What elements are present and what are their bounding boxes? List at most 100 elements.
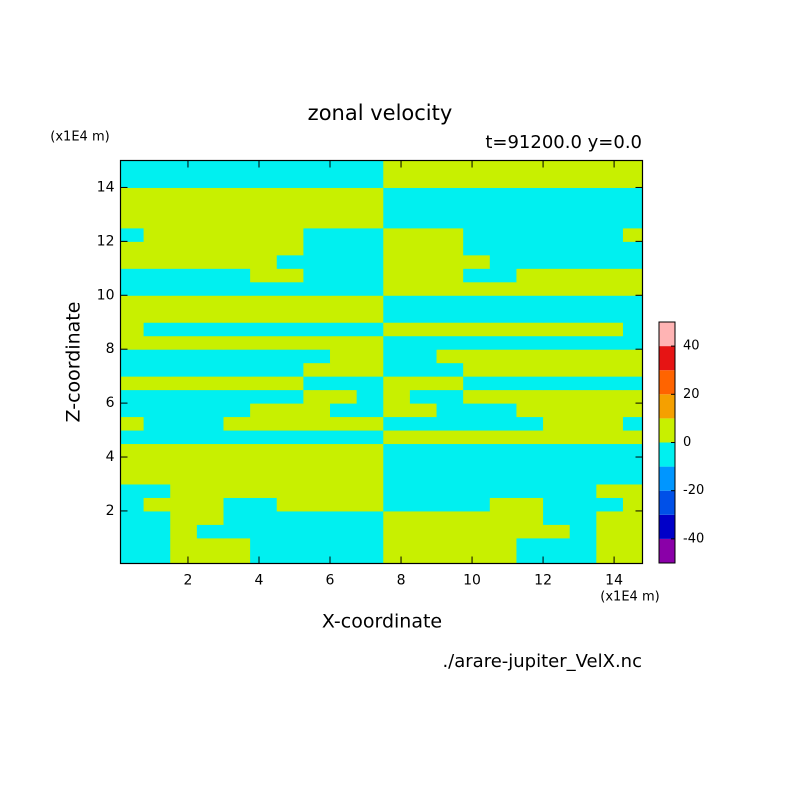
contour-cell — [409, 403, 438, 418]
contour-cell — [276, 322, 304, 337]
contour-cell — [569, 187, 597, 202]
contour-cell — [120, 349, 145, 364]
contour-cell — [330, 389, 358, 404]
contour-cell — [303, 200, 331, 215]
contour-cell — [436, 349, 464, 364]
contour-cell — [170, 416, 198, 431]
colorbar-tick-label: 0 — [683, 435, 691, 450]
contour-cell — [622, 308, 643, 323]
contour-cell — [356, 470, 384, 485]
y-tick-label: 4 — [106, 449, 115, 465]
contour-cell — [409, 187, 438, 202]
contour-cell — [436, 254, 464, 269]
contour-cell — [543, 443, 571, 458]
contour-cell — [409, 510, 438, 525]
contour-cell — [436, 160, 464, 175]
contour-cell — [276, 430, 304, 445]
contour-cell — [543, 200, 571, 215]
contour-cell — [596, 335, 624, 350]
contour-cell — [543, 510, 571, 525]
contour-cell — [516, 457, 544, 471]
contour-cell — [543, 295, 571, 310]
contour-cell — [383, 537, 411, 552]
contour-cell — [463, 416, 491, 431]
contour-cell — [543, 483, 571, 498]
contour-cell — [463, 470, 491, 485]
contour-cell — [543, 227, 571, 242]
x-tick-label: 4 — [255, 573, 264, 589]
contour-cell — [356, 362, 384, 377]
contour-cell — [543, 537, 571, 552]
contour-cell — [409, 537, 438, 552]
contour-cell — [622, 416, 643, 431]
contour-cell — [330, 227, 358, 242]
contour-cell — [436, 200, 464, 215]
contour-cell — [409, 214, 438, 229]
contour-cell — [489, 497, 517, 512]
contour-cell — [303, 376, 331, 391]
contour-cell — [196, 349, 224, 364]
colorbar-swatch — [659, 514, 675, 539]
contour-cell — [276, 349, 304, 364]
contour-cell — [622, 389, 643, 404]
contour-cell — [383, 457, 411, 471]
contour-cell — [356, 322, 384, 337]
contour-cell — [569, 416, 597, 431]
contour-cell — [303, 483, 331, 498]
contour-cell — [170, 470, 198, 485]
contour-cell — [120, 173, 145, 188]
contour-cell — [170, 241, 198, 256]
contour-cell — [120, 241, 145, 256]
contour-cell — [383, 376, 411, 391]
contour-cell — [196, 227, 224, 242]
contour-cell — [596, 241, 624, 256]
contour-cell — [120, 524, 145, 539]
contour-cell — [622, 430, 643, 445]
contour-cell — [489, 483, 517, 498]
contour-cell — [250, 524, 278, 539]
contour-cell — [356, 551, 384, 564]
contour-cell — [489, 537, 517, 552]
contour-cell — [250, 457, 278, 471]
contour-cell — [436, 268, 464, 283]
contour-cell — [356, 187, 384, 202]
contour-cell — [596, 227, 624, 242]
contour-cell — [250, 510, 278, 525]
contour-cell — [250, 173, 278, 188]
contour-cell — [276, 281, 304, 296]
contour-cell — [143, 227, 171, 242]
contour-cell — [120, 443, 145, 458]
contour-cell — [250, 254, 278, 269]
contour-cell — [303, 443, 331, 458]
contour-cell — [223, 457, 251, 471]
contour-cell — [356, 443, 384, 458]
contour-cell — [463, 241, 491, 256]
contour-cell — [223, 227, 251, 242]
contour-cell — [223, 335, 251, 350]
contour-cell — [409, 389, 438, 404]
contour-cell — [409, 335, 438, 350]
contour-cell — [543, 551, 571, 564]
y-tick-label: 12 — [97, 233, 115, 249]
contour-cell — [596, 430, 624, 445]
contour-cell — [489, 403, 517, 418]
contour-cell — [622, 268, 643, 283]
contour-cell — [569, 497, 597, 512]
contour-cell — [356, 389, 384, 404]
contour-cell — [143, 173, 171, 188]
contour-cell — [516, 470, 544, 485]
contour-cell — [196, 551, 224, 564]
contour-cell — [196, 295, 224, 310]
contour-cell — [223, 403, 251, 418]
contour-cell — [409, 322, 438, 337]
contour-cell — [170, 510, 198, 525]
contour-cell — [143, 537, 171, 552]
contour-cell — [223, 281, 251, 296]
colorbar-swatch — [659, 466, 675, 491]
contour-cell — [489, 241, 517, 256]
contour-cell — [543, 376, 571, 391]
contour-cell — [622, 376, 643, 391]
contour-cell — [543, 187, 571, 202]
contour-cell — [596, 483, 624, 498]
plot-frame — [119, 159, 644, 565]
